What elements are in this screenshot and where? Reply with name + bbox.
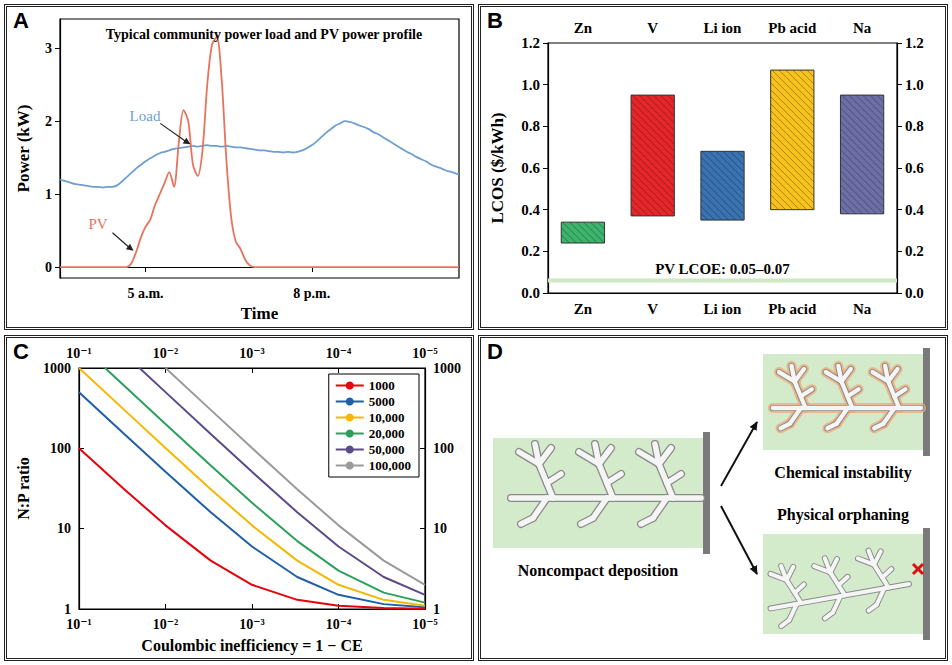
svg-text:Power (kW): Power (kW) [14,105,33,193]
svg-text:1000: 1000 [433,361,461,376]
svg-text:10⁻⁴: 10⁻⁴ [326,346,352,361]
svg-text:LCOS ($/kWh): LCOS ($/kWh) [488,113,507,224]
svg-text:50,000: 50,000 [369,442,405,457]
svg-text:1.2: 1.2 [521,35,540,51]
svg-text:Li ion: Li ion [704,301,743,317]
svg-text:10⁻¹: 10⁻¹ [66,617,92,632]
svg-text:N:P ratio: N:P ratio [15,457,32,520]
svg-text:Noncompact deposition: Noncompact deposition [518,562,679,580]
svg-text:3: 3 [45,41,52,56]
svg-text:Chemical instability: Chemical instability [774,464,911,482]
svg-text:Na: Na [853,20,872,36]
svg-text:Pb acid: Pb acid [768,301,817,317]
svg-text:5000: 5000 [369,394,395,409]
svg-text:Li ion: Li ion [704,20,743,36]
svg-text:0.4: 0.4 [905,202,924,218]
svg-text:1.0: 1.0 [905,77,924,93]
svg-text:0.2: 0.2 [905,243,924,259]
svg-text:2: 2 [45,114,52,129]
svg-text:Zn: Zn [574,20,593,36]
svg-text:10⁻⁵: 10⁻⁵ [412,346,438,361]
svg-text:1.2: 1.2 [905,35,924,51]
svg-text:0.0: 0.0 [521,285,540,301]
svg-text:100: 100 [433,441,454,456]
svg-text:10⁻¹: 10⁻¹ [66,346,92,361]
svg-text:1: 1 [64,602,71,617]
svg-text:Zn: Zn [574,301,593,317]
html-text:A: A [13,8,29,33]
svg-text:100,000: 100,000 [369,458,411,473]
svg-text:PV: PV [88,216,107,232]
svg-text:1: 1 [45,187,52,202]
svg-text:0.2: 0.2 [521,243,540,259]
svg-text:5 a.m.: 5 a.m. [127,286,163,301]
html-text:B: B [487,8,503,33]
svg-text:10,000: 10,000 [369,410,405,425]
svg-text:Coulombic inefficiency = 1 − C: Coulombic inefficiency = 1 − CE [141,637,362,655]
svg-text:Load: Load [130,108,161,124]
svg-text:Na: Na [853,301,872,317]
svg-text:10⁻⁵: 10⁻⁵ [412,617,438,632]
svg-text:1000: 1000 [43,361,71,376]
svg-text:10⁻²: 10⁻² [153,346,179,361]
svg-text:0.6: 0.6 [905,160,924,176]
svg-text:10⁻⁴: 10⁻⁴ [326,617,352,632]
svg-text:1.0: 1.0 [521,77,540,93]
svg-text:10: 10 [57,521,71,536]
svg-text:Physical orphaning: Physical orphaning [777,506,909,524]
svg-text:V: V [647,20,658,36]
svg-text:100: 100 [50,441,71,456]
svg-text:10⁻³: 10⁻³ [239,617,265,632]
svg-text:8 p.m.: 8 p.m. [293,286,330,301]
svg-text:Typical community power load a: Typical community power load and PV powe… [106,27,422,42]
svg-text:10⁻³: 10⁻³ [239,346,265,361]
html-text:D: D [487,339,503,364]
svg-text:Pb acid: Pb acid [768,20,817,36]
svg-text:0.8: 0.8 [521,118,540,134]
svg-text:0.0: 0.0 [905,285,924,301]
svg-text:20,000: 20,000 [369,426,405,441]
svg-text:0.4: 0.4 [521,202,540,218]
svg-text:PV LCOE: 0.05–0.07: PV LCOE: 0.05–0.07 [655,261,790,277]
svg-text:Time: Time [241,304,279,323]
svg-text:0.6: 0.6 [521,160,540,176]
svg-text:0.8: 0.8 [905,118,924,134]
svg-text:1: 1 [433,602,440,617]
html-text:C: C [13,339,29,364]
svg-text:V: V [647,301,658,317]
svg-text:0: 0 [45,260,52,275]
svg-text:10⁻²: 10⁻² [153,617,179,632]
svg-text:10: 10 [433,521,447,536]
svg-text:1000: 1000 [369,378,395,393]
